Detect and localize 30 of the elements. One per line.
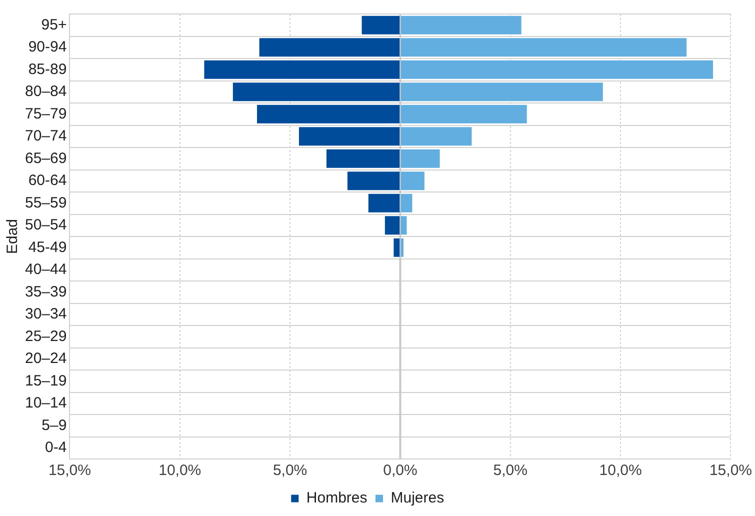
legend-label: Hombres bbox=[306, 490, 368, 507]
y-tick-label: 55–59 bbox=[24, 194, 67, 212]
y-tick-label: 10–14 bbox=[24, 394, 67, 412]
y-tick-label: 85-89 bbox=[28, 60, 67, 78]
y-tick-label: 0-4 bbox=[45, 439, 67, 456]
x-tick-label: 10,0% bbox=[599, 462, 642, 480]
y-tick-label: 60-64 bbox=[28, 172, 67, 190]
x-tick-label: 10,0% bbox=[158, 462, 202, 480]
y-tick-label: 20–24 bbox=[24, 350, 67, 368]
y-tick-label: 5–9 bbox=[42, 416, 67, 434]
y-tick-label: 30–34 bbox=[24, 306, 67, 323]
y-tick-label: 80–84 bbox=[24, 83, 67, 100]
x-tick-label: 5,0% bbox=[272, 462, 308, 480]
x-tick-label: 15,0% bbox=[48, 462, 91, 480]
y-tick-label: 35–39 bbox=[24, 283, 67, 300]
x-tick-label: 0,0% bbox=[383, 462, 418, 480]
y-tick-label: 90-94 bbox=[28, 38, 67, 56]
y-tick-label: 50–54 bbox=[24, 216, 67, 234]
y-tick-label: 15–19 bbox=[24, 372, 67, 390]
y-tick-label: 45-49 bbox=[28, 238, 67, 256]
y-tick-label: 75–79 bbox=[24, 105, 67, 122]
x-tick-label: 5,0% bbox=[493, 462, 528, 480]
y-tick-label: 40–44 bbox=[24, 261, 67, 278]
x-tick-label: 15,0% bbox=[709, 462, 752, 480]
legend-label: Mujeres bbox=[390, 490, 444, 507]
y-axis-title: Edad bbox=[4, 218, 22, 254]
y-tick-label: 95+ bbox=[41, 16, 67, 34]
y-tick-label: 65–69 bbox=[24, 150, 67, 167]
y-tick-label: 70–74 bbox=[24, 128, 67, 145]
y-tick-label: 25–29 bbox=[24, 328, 67, 345]
